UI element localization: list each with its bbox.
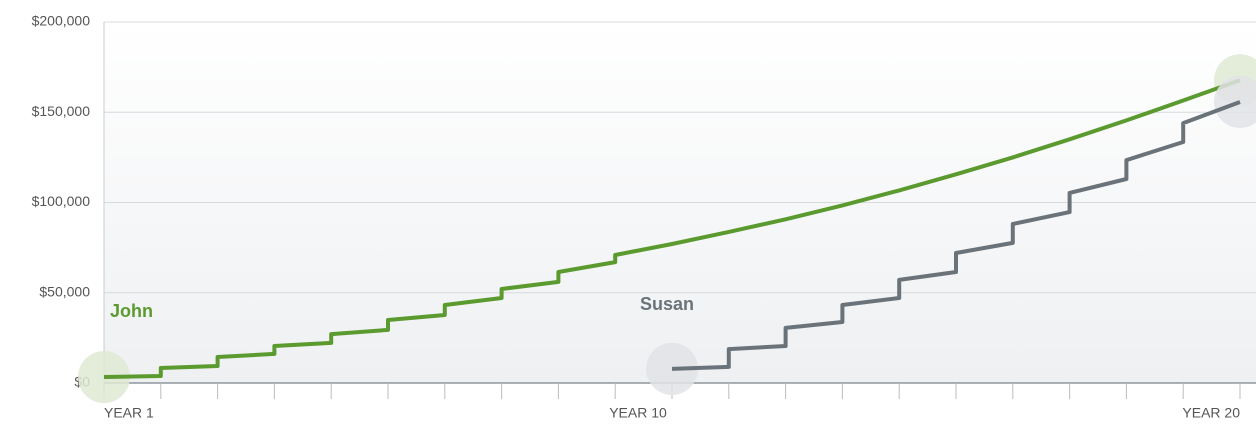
y-tick-label: $150,000 [32, 103, 91, 119]
x-tick-label: YEAR 20 [1182, 405, 1240, 421]
y-tick-label: $100,000 [32, 193, 91, 209]
series-line [671, 100, 1241, 371]
point-halo [646, 342, 698, 395]
point-halo [78, 351, 130, 404]
x-tick-label: YEAR 10 [609, 405, 667, 421]
series-line [103, 78, 1241, 379]
series-label: Susan [640, 294, 694, 314]
y-tick-label: $200,000 [32, 13, 91, 29]
x-tick-label: YEAR 1 [104, 405, 154, 421]
y-tick-label: $50,000 [39, 283, 90, 299]
series-label: John [110, 301, 153, 321]
